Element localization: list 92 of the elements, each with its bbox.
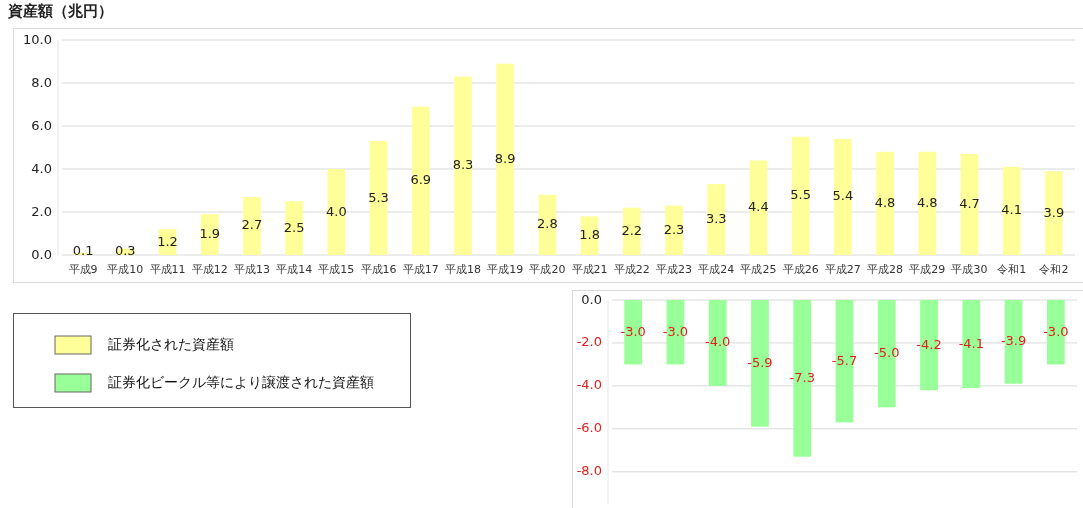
data-label: -3.0 <box>662 323 689 339</box>
bar <box>1002 166 1021 255</box>
data-label: -3.9 <box>1000 333 1027 349</box>
data-label: 4.0 <box>326 203 347 219</box>
y-tick-label: 10.0 <box>23 31 52 47</box>
data-label: 4.8 <box>916 194 938 210</box>
data-label: 0.3 <box>114 242 136 258</box>
bar <box>454 76 472 255</box>
bar <box>960 153 979 255</box>
data-label: -4.1 <box>958 335 985 351</box>
x-tick-label: 平成10 <box>107 263 144 276</box>
data-label: 3.9 <box>1043 204 1065 220</box>
bar <box>496 63 515 255</box>
x-tick-label: 平成12 <box>191 263 228 276</box>
y-axis-title: 資産額（兆円） <box>7 2 113 20</box>
legend-label: 証券化ビークル等により譲渡された資産額 <box>108 374 374 390</box>
data-label: 4.8 <box>874 194 896 210</box>
data-label: -4.2 <box>916 336 942 352</box>
x-tick-label: 平成9 <box>68 263 98 276</box>
y-tick-label: 6.0 <box>31 117 52 133</box>
bar <box>369 141 388 255</box>
x-tick-label: 令和1 <box>997 263 1027 276</box>
y-tick-label: -2.0 <box>576 334 602 350</box>
x-tick-label: 平成24 <box>698 263 735 276</box>
x-tick-label: 平成30 <box>951 263 988 276</box>
data-label: 2.2 <box>621 222 643 238</box>
bar <box>411 106 430 255</box>
data-label: -5.7 <box>831 352 858 368</box>
y-tick-label: 4.0 <box>31 160 52 176</box>
bar <box>622 207 641 255</box>
data-label: 8.9 <box>494 150 516 166</box>
x-tick-label: 平成22 <box>613 263 650 276</box>
x-tick-label: 平成19 <box>487 263 524 276</box>
data-label: -5.0 <box>874 345 900 361</box>
data-label: -7.3 <box>789 369 815 385</box>
data-label: 3.3 <box>705 211 727 227</box>
x-tick-label: 平成11 <box>149 263 186 276</box>
data-label: 2.7 <box>241 217 263 233</box>
bar <box>833 138 852 255</box>
data-label: -3.0 <box>620 323 646 339</box>
x-tick-label: 平成15 <box>318 263 355 276</box>
data-label: 4.7 <box>959 195 980 211</box>
legend-label: 証券化された資産額 <box>108 336 234 352</box>
x-tick-label: 平成23 <box>656 263 693 276</box>
data-label: 2.8 <box>537 216 558 232</box>
x-tick-label: 令和2 <box>1039 263 1069 276</box>
x-tick-label: 平成21 <box>571 263 608 276</box>
x-tick-label: 平成18 <box>444 263 481 276</box>
data-label: 0.1 <box>72 242 94 258</box>
data-label: 5.3 <box>368 189 389 205</box>
x-tick-label: 平成25 <box>740 263 777 276</box>
bar <box>876 151 894 255</box>
data-label: 4.4 <box>748 199 769 215</box>
x-tick-label: 平成16 <box>360 263 397 276</box>
bar <box>327 169 346 255</box>
x-tick-label: 平成26 <box>782 263 819 276</box>
data-label: 1.9 <box>199 226 221 242</box>
y-tick-label: -6.0 <box>576 420 602 436</box>
data-label: 5.4 <box>832 188 854 204</box>
bar <box>749 160 768 255</box>
bar <box>243 196 261 255</box>
y-tick-label: -8.0 <box>576 463 602 479</box>
bar <box>665 205 683 255</box>
x-tick-label: 平成29 <box>909 263 946 276</box>
data-label: -4.0 <box>704 334 731 350</box>
data-label: 1.8 <box>579 227 600 243</box>
bar <box>285 201 304 255</box>
data-label: 6.9 <box>410 172 432 188</box>
bar <box>918 151 937 255</box>
x-tick-label: 平成28 <box>867 263 904 276</box>
data-label: -5.9 <box>747 354 773 370</box>
y-tick-label: 0.0 <box>581 291 602 307</box>
x-tick-label: 平成27 <box>824 263 861 276</box>
y-tick-label: 2.0 <box>31 203 52 219</box>
data-label: 5.5 <box>790 187 811 203</box>
data-label: 2.3 <box>663 221 685 237</box>
y-tick-label: 8.0 <box>31 74 52 90</box>
data-label: -3.0 <box>1043 323 1069 339</box>
x-tick-label: 平成13 <box>233 263 270 276</box>
bar <box>707 184 726 255</box>
y-tick-label: -4.0 <box>576 377 602 393</box>
data-label: 8.3 <box>452 157 474 173</box>
x-tick-label: 平成17 <box>402 263 439 276</box>
y-tick-label: 0.0 <box>31 246 52 262</box>
x-tick-label: 平成20 <box>529 263 566 276</box>
bar <box>200 214 219 255</box>
x-tick-label: 平成14 <box>276 263 313 276</box>
bar <box>1045 171 1063 255</box>
data-label: 4.1 <box>1001 202 1023 218</box>
data-label: 2.5 <box>283 219 305 235</box>
data-label: 1.2 <box>157 233 178 249</box>
bar <box>791 136 810 255</box>
